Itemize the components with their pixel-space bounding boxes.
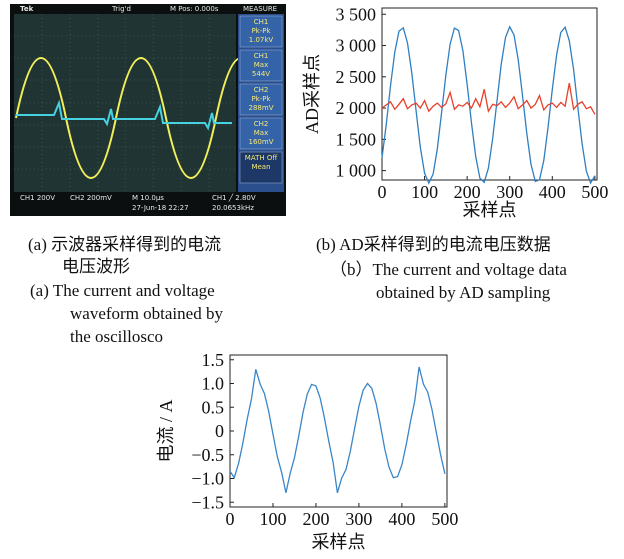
y-tick-label: 2 000 xyxy=(336,98,377,118)
caption: (a) The current and voltage xyxy=(30,281,215,300)
y-tick-label: 0.5 xyxy=(202,397,225,417)
caption: (b) AD采样得到的电流电压数据 xyxy=(316,235,551,254)
x-tick-label: 100 xyxy=(411,182,438,202)
scope-menu-text: 1.07kV xyxy=(249,36,274,44)
y-tick-label: 2 500 xyxy=(336,67,377,87)
scope-menu: CH1Pk-Pk1.07kVCH1Max544VCH2Pk-Pk288mVCH2… xyxy=(239,15,283,184)
x-tick-label: 500 xyxy=(431,509,458,529)
x-axis-label: 采样点 xyxy=(312,532,366,552)
scope-ch2: CH2 200mV xyxy=(70,194,112,202)
scope-position: M Pos: 0.000s xyxy=(170,5,219,13)
scope-ch1: CH1 200V xyxy=(20,194,55,202)
scope-trigger: Trig'd xyxy=(111,5,131,13)
series-line xyxy=(381,25,596,185)
y-axis-label: AD采样点 xyxy=(302,54,322,134)
scope-grid xyxy=(14,14,236,192)
scope-menu-text: 160mV xyxy=(249,138,274,146)
scope-menu-text: Mean xyxy=(251,163,270,171)
scope-menu-title: MEASURE xyxy=(243,5,277,13)
x-tick-label: 200 xyxy=(454,182,481,202)
scope-menu-text: 544V xyxy=(252,70,270,78)
scope-menu-text: Pk-Pk xyxy=(251,95,271,103)
y-tick-label: 1 000 xyxy=(336,161,377,181)
scope-date: 27-Jun-18 22:27 xyxy=(132,204,189,212)
y-tick-label: 3 000 xyxy=(336,36,377,56)
scope-menu-text: CH1 xyxy=(254,52,269,60)
oscilloscope: Tek Trig'd M Pos: 0.000s MEASURE CH1 200… xyxy=(10,4,286,216)
y-tick-label: 1 500 xyxy=(336,129,377,149)
captions: (a) 示波器采样得到的电流 电压波形 (a) The current and … xyxy=(28,235,567,346)
scope-menu-box xyxy=(239,117,283,150)
series-line xyxy=(381,82,596,115)
caption: （b）The current and voltage data xyxy=(330,260,567,279)
voltage-trace xyxy=(15,57,267,179)
plot-frame xyxy=(381,7,598,181)
scope-menu-text: MATH Off xyxy=(245,154,278,162)
scope-time: M 10.0µs xyxy=(132,194,164,202)
caption: (a) 示波器采样得到的电流 xyxy=(28,235,221,254)
y-tick-label: −0.5 xyxy=(191,445,224,465)
plot-frame xyxy=(229,354,448,508)
x-tick-label: 0 xyxy=(378,182,387,202)
scope-menu-text: 288mV xyxy=(249,104,274,112)
x-tick-label: 0 xyxy=(226,509,235,529)
x-tick-label: 300 xyxy=(345,509,372,529)
scope-menu-text: Max xyxy=(254,61,268,69)
scope-trig-level: CH1 ╱ 2.80V xyxy=(212,193,256,202)
x-tick-label: 500 xyxy=(581,182,608,202)
scope-menu-box xyxy=(239,151,283,184)
y-tick-label: −1.0 xyxy=(191,469,224,489)
caption: the oscillosco xyxy=(70,327,163,346)
series-line xyxy=(229,366,446,493)
scope-menu-text: CH2 xyxy=(254,86,269,94)
y-tick-label: 0 xyxy=(215,421,224,441)
x-tick-label: 200 xyxy=(302,509,329,529)
scope-menu-text: Max xyxy=(254,129,268,137)
scope-frequency: 20.0653kHz xyxy=(212,204,254,212)
scope-menu-text: CH2 xyxy=(254,120,269,128)
y-tick-label: −1.5 xyxy=(191,492,224,512)
scope-menu-text: CH1 xyxy=(254,18,269,26)
y-tick-label: 1.5 xyxy=(202,350,225,370)
scope-menu-box xyxy=(239,15,283,48)
x-tick-label: 300 xyxy=(496,182,523,202)
caption: obtained by AD sampling xyxy=(376,283,551,302)
x-tick-label: 400 xyxy=(539,182,566,202)
y-axis-label: 电流 / A xyxy=(156,399,176,462)
scope-brand: Tek xyxy=(20,5,34,13)
scope-menu-box xyxy=(239,83,283,116)
scope-menu-text: Pk-Pk xyxy=(251,27,271,35)
y-tick-label: 1.0 xyxy=(202,374,225,394)
caption: 电压波形 xyxy=(62,257,130,276)
x-tick-label: 400 xyxy=(388,509,415,529)
scope-menu-box xyxy=(239,49,283,82)
x-tick-label: 100 xyxy=(259,509,286,529)
x-axis-label: 采样点 xyxy=(463,200,517,220)
y-tick-label: 3 500 xyxy=(336,4,377,24)
current-trace xyxy=(16,99,232,131)
caption: waveform obtained by xyxy=(70,304,223,323)
